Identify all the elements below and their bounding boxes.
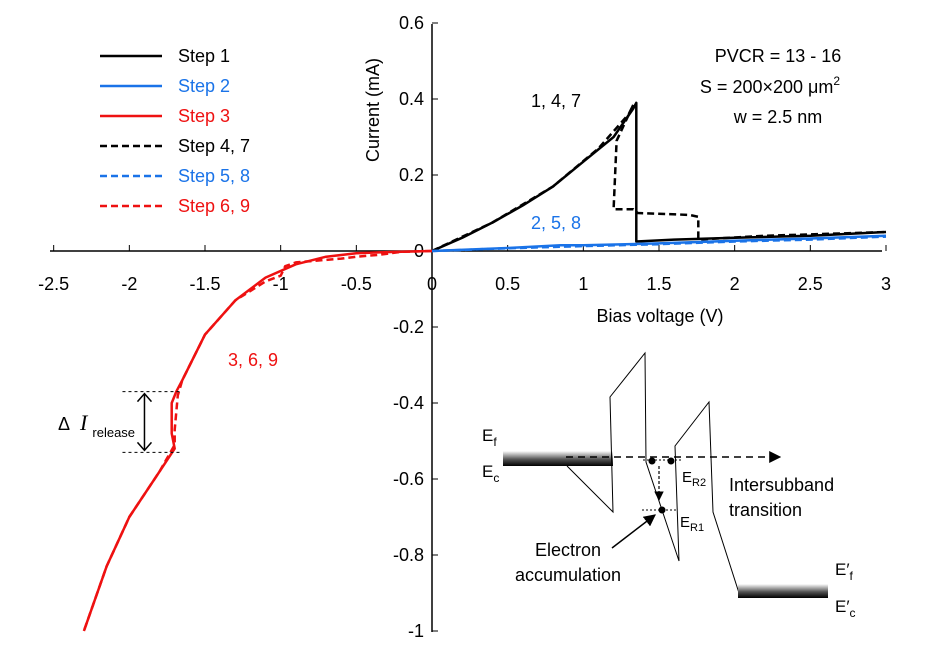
er2-electron-left <box>648 457 656 465</box>
x-tick-label: 1 <box>578 274 588 294</box>
x-tick-label: 0.5 <box>495 274 520 294</box>
series-line-step-5-8 <box>431 235 887 253</box>
label-intersubband-1: Intersubband <box>729 475 834 495</box>
label-electron-2: accumulation <box>515 565 621 585</box>
annotation-group-red: 3, 6, 9 <box>228 350 278 370</box>
series-group <box>82 101 887 632</box>
annotation-area-text: S = 200×200 μm <box>700 77 833 97</box>
legend-label: Step 1 <box>178 46 230 66</box>
y-tick-label: -0.2 <box>393 317 424 337</box>
annotation-area: S = 200×200 μm2 <box>700 74 840 97</box>
legend-label: Step 2 <box>178 76 230 96</box>
y-tick-label: -1 <box>408 621 424 641</box>
x-tick-label: 2 <box>730 274 740 294</box>
label-intersubband-2: transition <box>729 500 802 520</box>
label-electron-1: Electron <box>535 540 601 560</box>
label-ef: Ef <box>482 426 497 449</box>
y-tick-label: 0.4 <box>399 89 424 109</box>
y-tick-label: 0.2 <box>399 165 424 185</box>
release-arrowhead-bottom <box>136 441 153 452</box>
annotation-area-exp: 2 <box>833 74 840 88</box>
legend: Step 1 Step 2 Step 3 Step 4, 7 Step 5, 8 Step… <box>100 46 250 216</box>
legend-label: Step 5, 8 <box>178 166 250 186</box>
y-axis-label: Current (mA) <box>363 58 383 162</box>
right-contact-bar <box>738 584 828 598</box>
series-line-step-3 <box>82 249 433 632</box>
y-tick-label: 0.6 <box>399 13 424 33</box>
legend-label: Step 6, 9 <box>178 196 250 216</box>
series-line-step-4-7 <box>431 103 887 253</box>
left-contact-bar <box>503 451 613 466</box>
x-tick-label: -2 <box>121 274 137 294</box>
legend-label: Step 3 <box>178 106 230 126</box>
annotation-width: w = 2.5 nm <box>733 107 823 127</box>
label-er2: ER2 <box>682 469 706 489</box>
legend-label: Step 4, 7 <box>178 136 250 156</box>
x-tick-label: -1 <box>273 274 289 294</box>
x-tick-label: 0 <box>427 274 437 294</box>
release-i: I <box>79 410 89 435</box>
y-tick-label: -0.4 <box>393 393 424 413</box>
release-sub: release <box>92 425 135 440</box>
annotation-group-black: 1, 4, 7 <box>531 91 581 111</box>
x-tick-label: -2.5 <box>38 274 69 294</box>
x-axis-label: Bias voltage (V) <box>596 306 723 326</box>
x-tick-label: 1.5 <box>646 274 671 294</box>
y-tick-label: -0.8 <box>393 545 424 565</box>
release-arrowhead-top <box>136 392 153 403</box>
er2-electron-right <box>667 457 675 465</box>
accumulation-pointer <box>611 514 656 549</box>
x-tick-label: -0.5 <box>341 274 372 294</box>
x-tick-label: -1.5 <box>189 274 220 294</box>
label-ec: Ec <box>482 462 499 485</box>
label-er1: ER1 <box>680 514 704 534</box>
y-ticks: 0.6 0.4 0.2 0 -0.2 -0.4 -0.6 -0.8 -1 <box>393 13 438 641</box>
annotation-pvcr: PVCR = 13 - 16 <box>715 46 842 66</box>
er1-electron <box>658 506 666 514</box>
annotation-group-blue: 2, 5, 8 <box>531 213 581 233</box>
x-ticks: -2.5 -2 -1.5 -1 -0.5 0 0.5 1 1.5 2 2.5 3 <box>38 245 891 294</box>
x-tick-label: 2.5 <box>798 274 823 294</box>
release-label: Δ I release <box>58 410 135 440</box>
y-tick-label: -0.6 <box>393 469 424 489</box>
label-ecp: E′c <box>835 597 856 620</box>
x-tick-label: 3 <box>881 274 891 294</box>
release-delta: Δ <box>58 414 70 434</box>
label-efp: E′f <box>835 560 854 583</box>
series-line-step-6-9 <box>82 249 433 632</box>
release-indicator: Δ I release <box>58 391 181 453</box>
band-diagram: Ef Ec ER2 ER1 Intersubband transition El… <box>482 351 856 620</box>
